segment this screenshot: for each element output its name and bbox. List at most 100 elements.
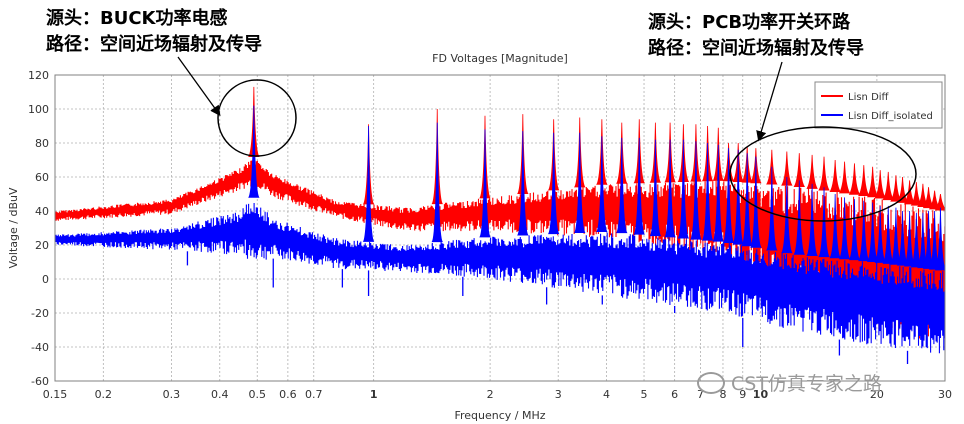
series-bands [55, 159, 945, 364]
y-axis-label: Voltage / dBuV [7, 187, 20, 268]
series-peak [750, 156, 762, 248]
wechat-icon [697, 371, 725, 394]
callout-ellipse-left [217, 79, 297, 157]
annotation-left: 源头：BUCK功率电感 路径：空间近场辐射及传导 [46, 6, 262, 58]
legend-label-red: Lisn Diff [848, 92, 890, 103]
series-peak [818, 156, 830, 191]
series-peak [838, 197, 851, 260]
series-peak [858, 165, 870, 196]
series-peak [866, 202, 879, 262]
series-peak [829, 193, 841, 259]
series-peak [517, 131, 529, 236]
series-peak [848, 199, 861, 261]
series-peak [793, 153, 805, 188]
x-tick-label: 0.7 [305, 388, 323, 401]
x-axis-label: Frequency / MHz [454, 409, 545, 422]
y-tick-label: 120 [28, 69, 49, 82]
callout-marks [177, 56, 917, 222]
x-tick-label: 0.4 [211, 388, 229, 401]
x-tick-label: 10 [753, 388, 769, 401]
y-tick-label: 20 [35, 239, 49, 252]
x-tick-label: 7 [697, 388, 704, 401]
y-tick-label: -60 [31, 375, 49, 388]
y-tick-label: 0 [42, 273, 49, 286]
series-peak [248, 105, 260, 198]
series-peak [874, 170, 886, 199]
annotation-right: 源头：PCB功率开关环路 路径：空间近场辐射及传导 [648, 10, 864, 62]
x-tick-label: 3 [555, 388, 562, 401]
x-tick-label: 1 [370, 388, 378, 401]
series-peak [781, 176, 793, 254]
x-tick-label: 6 [671, 388, 678, 401]
series-peak [818, 187, 830, 258]
x-tick-label: 0.2 [95, 388, 113, 401]
x-tick-label: 20 [870, 388, 884, 401]
series-peak [848, 163, 861, 195]
series-peak [479, 129, 491, 238]
series-peak [712, 144, 724, 242]
series-peak [882, 205, 894, 264]
series-peak [866, 166, 879, 198]
y-tick-label: 60 [35, 171, 49, 184]
series-peak [934, 193, 945, 211]
watermark: CST仿真专家之路 [697, 369, 882, 396]
series-peak [934, 207, 945, 271]
series-band-path [55, 203, 945, 354]
series-peak [677, 139, 690, 239]
series-peak [741, 153, 753, 247]
annotation-right-line2: 路径：空间近场辐射及传导 [648, 38, 864, 59]
series-peak [874, 205, 886, 263]
callout-arrow-left [177, 56, 221, 117]
series-peak [596, 136, 608, 233]
x-tick-label: 0.5 [248, 388, 266, 401]
plot-border [54, 74, 946, 382]
series-band-1 [55, 203, 945, 364]
x-tick-label: 4 [603, 388, 610, 401]
y-tick-label: 80 [35, 137, 49, 150]
y-axis-ticks: -60 -40 -20 0 20 40 60 80 100 120 [28, 69, 49, 388]
x-tick-label: 2 [487, 388, 494, 401]
series-peak [701, 142, 714, 241]
x-tick-label: 0.6 [279, 388, 297, 401]
series-peaks-1 [248, 105, 945, 271]
series-peak [547, 132, 560, 235]
annotation-left-line1: 源头：BUCK功率电感 [46, 8, 228, 29]
x-tick-label: 0.15 [43, 388, 68, 401]
series-peak [882, 171, 894, 201]
x-axis-ticks: 0.15 0.2 0.3 0.4 0.5 0.6 0.7 1 2 3 4 5 6 7 8 9 10 20 30 [43, 388, 952, 401]
legend-label-blue: Lisn Diff_isolated [848, 111, 933, 122]
series-peak [690, 141, 702, 240]
series-peak [858, 200, 870, 262]
watermark-text: CST仿真专家之路 [731, 373, 882, 395]
series-peak [766, 166, 778, 251]
y-tick-label: -40 [31, 341, 49, 354]
callout-ellipse-right [729, 126, 917, 222]
annotation-right-line1: 源头：PCB功率开关环路 [648, 12, 851, 33]
legend: Lisn Diff Lisn Diff_isolated [814, 81, 943, 129]
x-tick-label: 5 [641, 388, 648, 401]
series-peak [829, 159, 841, 193]
series-peak [722, 148, 735, 243]
series-peak [616, 137, 628, 234]
x-tick-label: 0.3 [163, 388, 181, 401]
x-tick-label: 9 [739, 388, 746, 401]
y-tick-label: 100 [28, 103, 49, 116]
series-peak [838, 161, 851, 194]
series-peak [362, 125, 375, 242]
series-peak [793, 180, 805, 255]
callout-arrow-right [756, 61, 783, 142]
y-tick-label: 40 [35, 205, 49, 218]
series-peak [431, 122, 443, 243]
series-peak [732, 149, 744, 245]
series-peak [806, 183, 818, 256]
annotation-left-line2: 路径：空间近场辐射及传导 [46, 34, 262, 55]
y-tick-label: -20 [31, 307, 49, 320]
series-peaks [248, 86, 945, 271]
legend-box [814, 81, 943, 129]
x-tick-label: 30 [938, 388, 952, 401]
series-peak [633, 137, 645, 235]
series-peak [806, 154, 818, 189]
series-peak [781, 151, 793, 186]
x-tick-label: 8 [719, 388, 726, 401]
